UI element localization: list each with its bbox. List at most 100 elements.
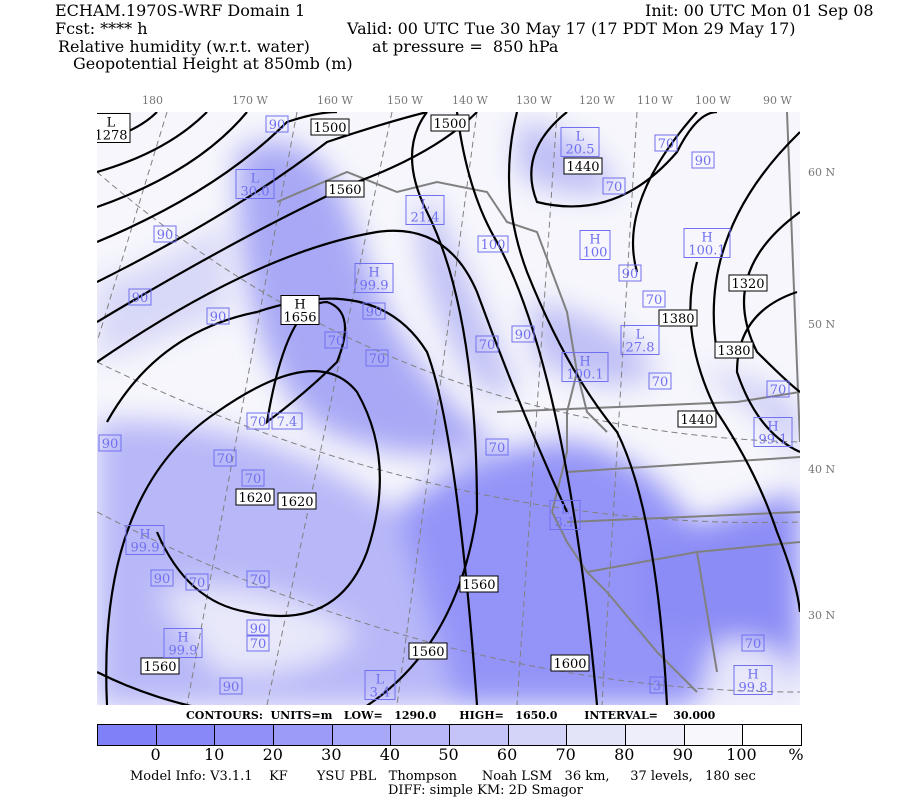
svg-text:30.0: 30.0 [241,185,270,200]
colorbar-tick: 100 [726,745,757,764]
svg-text:H: H [294,298,305,313]
longitude-label: 150 W [387,94,423,107]
humidity-label: 90 [246,619,270,637]
humidity-label: H99.9 [163,628,203,659]
colorbar-swatch [98,725,157,745]
humidity-label: L3.1 [549,500,581,531]
colorbar-swatch [450,725,509,745]
colorbar-tick: 80 [614,745,635,764]
contours-info: CONTOURS: UNITS=m LOW= 1290.0 HIGH= 1650… [186,709,716,722]
humidity-label: 90 [150,569,174,587]
svg-text:1620: 1620 [280,495,313,510]
svg-text:1620: 1620 [238,491,271,506]
longitude-label: 90 W [763,94,792,107]
graticule [97,112,800,705]
svg-text:70: 70 [658,137,675,152]
humidity-label: 90 [128,288,152,306]
svg-text:21.4: 21.4 [411,211,440,226]
svg-text:H: H [747,668,758,683]
svg-text:H: H [177,631,188,646]
colorbar-unit: % [788,745,804,764]
height-contour-label: 1620 [277,492,317,510]
colorbar-tick: 70 [555,745,576,764]
colorbar-tick: 90 [672,745,694,764]
colorbar-swatch [684,725,744,745]
svg-text:90: 90 [515,328,532,343]
humidity-label: 70 [654,134,678,152]
diff-info: DIFF: simple KM: 2D Smagor [388,783,583,798]
longitude-label: 140 W [452,94,488,107]
svg-text:70: 70 [479,338,496,353]
humidity-label: 3 [649,676,665,694]
svg-text:90: 90 [210,310,227,325]
colorbar-tick: 60 [496,745,518,764]
humidity-label: 90 [265,115,289,133]
svg-text:H: H [368,266,379,281]
svg-text:1440: 1440 [680,413,713,428]
coastlines [276,112,800,693]
humidity-label: 70 [185,573,209,591]
humidity-label: 90 [219,677,243,695]
svg-text:90: 90 [132,291,149,306]
svg-text:1278: 1278 [97,129,128,144]
svg-text:1656: 1656 [283,311,316,326]
forecast-hour: Fcst: **** h [55,19,148,38]
latitude-label: 50 N [808,318,836,331]
svg-text:1560: 1560 [328,183,361,198]
svg-text:90: 90 [250,622,267,637]
field-rh: Relative humidity (w.r.t. water) [58,37,310,56]
height-contours [97,112,800,705]
humidity-label: 7.4 [271,412,303,430]
humidity-label: 70 [241,469,265,487]
field-height: Geopotential Height at 850mb (m) [73,54,353,73]
colorbar-tick: 20 [262,745,283,764]
colorbar-tick: 10 [203,745,225,764]
longitude-label: 170 W [232,94,268,107]
svg-text:70: 70 [652,375,669,390]
humidity-label: 70 [648,372,672,390]
humidity-label: L30.0 [235,169,275,200]
svg-text:L: L [376,673,385,688]
svg-text:70: 70 [770,383,787,398]
colorbar-tick: 0 [150,745,161,764]
height-contour-label: 1440 [563,157,603,175]
humidity-label: L3.4 [364,670,396,701]
svg-text:L: L [421,198,430,213]
svg-text:1560: 1560 [143,660,176,675]
longitude-label: 100 W [695,94,731,107]
svg-text:90: 90 [366,305,383,320]
height-contour-label: 1500 [430,114,470,132]
humidity-label: 70 [246,634,270,652]
svg-text:1440: 1440 [566,160,599,175]
humidity-label: 90 [362,302,386,320]
svg-text:L: L [107,116,116,131]
svg-text:27.8: 27.8 [626,341,655,356]
svg-text:H: H [579,355,590,370]
svg-text:100: 100 [583,246,608,261]
svg-text:70: 70 [328,334,345,349]
svg-text:3: 3 [653,679,661,694]
svg-text:70: 70 [217,452,234,467]
height-contour-label: 1560 [408,642,448,660]
svg-text:90: 90 [154,572,171,587]
height-contour-label: 1380 [714,341,754,359]
height-contour-label: 1620 [235,488,275,506]
svg-text:70: 70 [250,573,267,588]
colorbar-swatch [626,725,685,745]
init-time: Init: 00 UTC Mon 01 Sep 08 [645,1,874,20]
valid-time: Valid: 00 UTC Tue 30 May 17 (17 PDT Mon … [347,19,796,38]
colorbar-tick: 30 [321,745,342,764]
svg-text:99.1: 99.1 [759,433,788,448]
svg-text:70: 70 [189,576,206,591]
svg-text:99.9: 99.9 [360,279,389,294]
humidity-label: H99.9 [125,525,165,556]
height-contour-label: 1320 [728,274,768,292]
humidity-label: 90 [691,151,715,169]
height-contour-label: 1560 [325,180,365,198]
longitude-label: 110 W [637,94,673,107]
svg-text:H: H [139,528,150,543]
